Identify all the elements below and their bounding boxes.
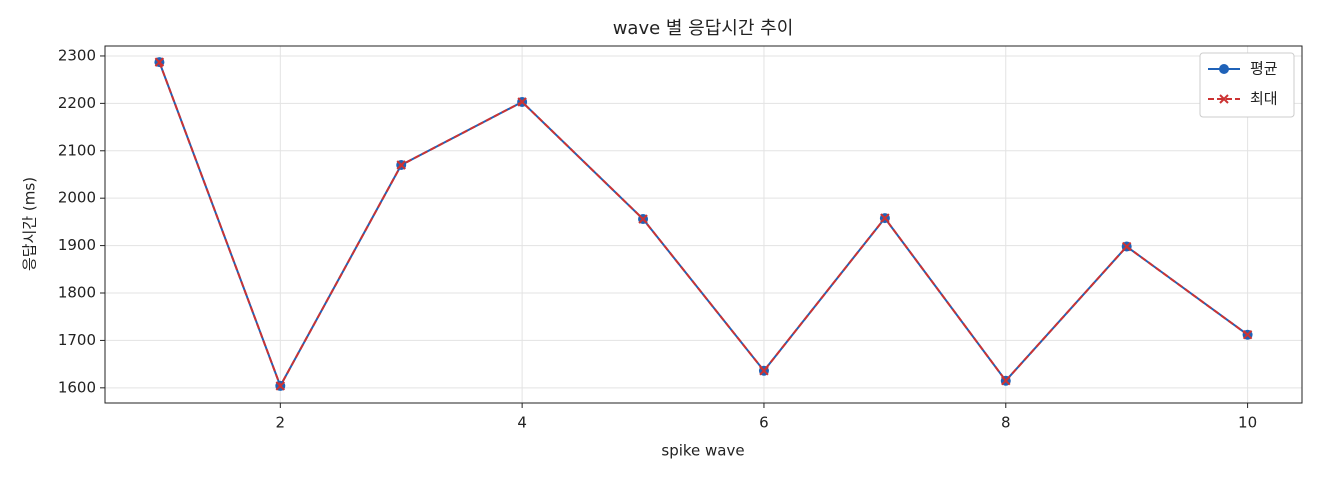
y-tick-label: 2000 xyxy=(58,189,96,207)
x-tick-label: 10 xyxy=(1238,414,1257,432)
point xyxy=(638,214,648,224)
y-tick-label: 2300 xyxy=(58,46,96,64)
line xyxy=(158,61,1249,389)
y-tick-label: 1900 xyxy=(58,236,96,254)
legend-marker xyxy=(1219,94,1229,104)
point xyxy=(1242,330,1253,340)
y-axis-label: 응답시간 (ms) xyxy=(21,177,39,271)
legend-box xyxy=(1199,52,1295,118)
legend-label: 평균 xyxy=(1250,60,1278,78)
y-tick-label: 2200 xyxy=(58,94,96,112)
point xyxy=(759,366,769,376)
line xyxy=(158,61,1249,389)
point xyxy=(517,97,527,107)
x-tick-label: 4 xyxy=(517,414,527,432)
y-tick-label: 2100 xyxy=(58,141,96,159)
x-tick-label: 2 xyxy=(276,414,286,432)
x-tick-label: 8 xyxy=(1001,414,1011,432)
y-tick-label: 1700 xyxy=(58,331,96,349)
x-axis-label: spike wave xyxy=(661,442,744,460)
point xyxy=(880,213,890,223)
y-tick-label: 1800 xyxy=(58,284,96,302)
plot-frame xyxy=(104,45,1303,404)
point xyxy=(1001,376,1011,386)
chart-title: wave 별 응답시간 추이 xyxy=(613,18,794,39)
point xyxy=(275,381,286,391)
point xyxy=(396,160,406,170)
x-tick-label: 6 xyxy=(759,414,769,432)
point xyxy=(154,57,165,67)
legend-marker xyxy=(1219,64,1229,74)
y-tick-label: 1600 xyxy=(58,378,96,396)
point xyxy=(1121,241,1132,252)
legend-label: 최대 xyxy=(1250,90,1278,108)
